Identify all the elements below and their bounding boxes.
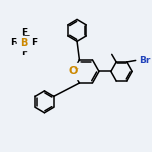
Text: O: O — [68, 66, 78, 76]
Text: −: − — [23, 31, 29, 40]
Text: +: + — [74, 66, 79, 71]
Text: F: F — [21, 28, 27, 37]
Text: F: F — [11, 38, 17, 47]
Text: F: F — [21, 48, 27, 57]
Text: B: B — [20, 38, 27, 48]
Text: F: F — [31, 38, 37, 47]
Text: Br: Br — [139, 56, 150, 65]
